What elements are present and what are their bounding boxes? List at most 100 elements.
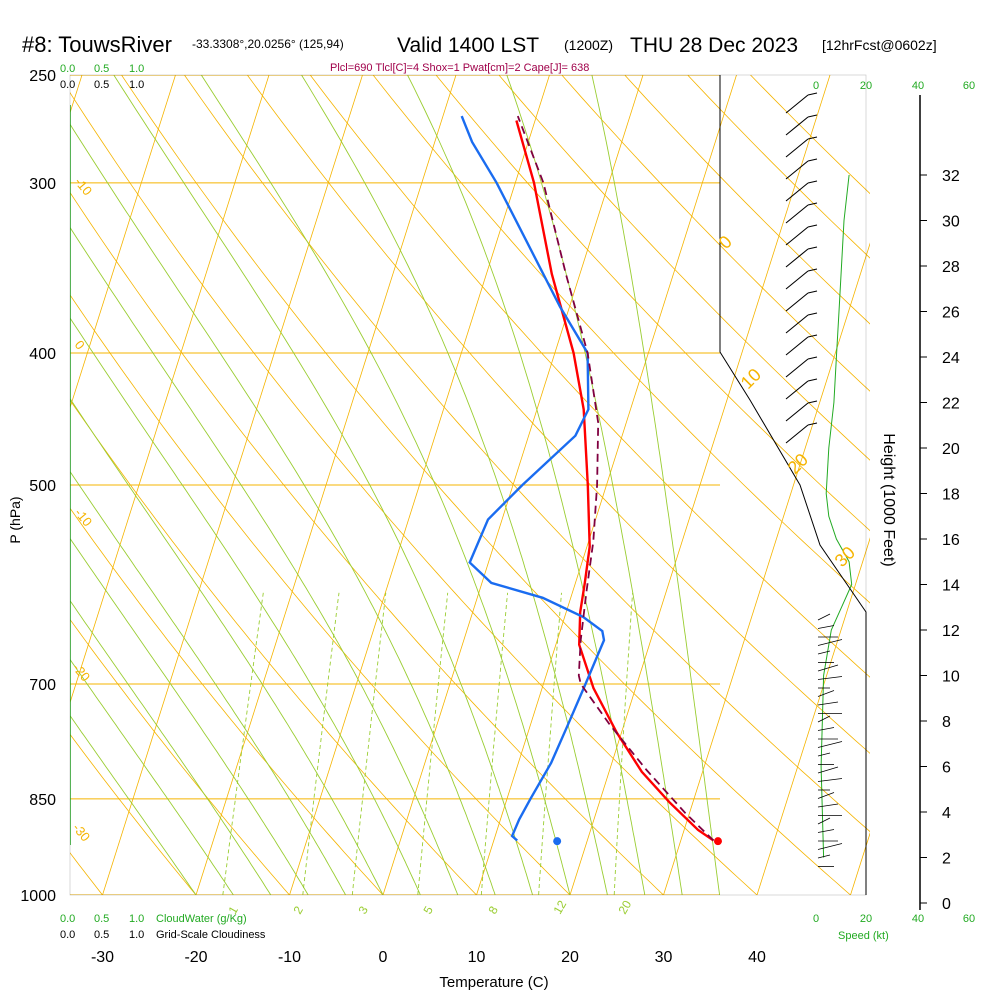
wind-barb (817, 766, 839, 774)
top-cloudiness-1: 0.5 (94, 79, 109, 91)
dry-adiabat (70, 191, 664, 895)
dry-adiabat (561, 75, 870, 392)
wind-barb (785, 422, 818, 444)
isotherm-line (70, 75, 176, 410)
isotherm-line (663, 242, 870, 895)
mixing-ratio-label: 2 (290, 903, 306, 916)
pressure-tick-label: 400 (29, 346, 56, 363)
moist-adiabat (70, 658, 234, 895)
wind-barb-shaft (785, 248, 809, 268)
station-title: #8: TouwsRiver (22, 32, 172, 57)
wind-barb (817, 778, 843, 782)
height-tick-label: 22 (942, 396, 960, 413)
wind-barb (785, 312, 818, 334)
moist-adiabat (70, 714, 197, 895)
moist-adiabat (70, 599, 272, 895)
wind-panel-boundary (719, 75, 867, 895)
wind-barb (785, 180, 818, 202)
dewpoint-line (460, 115, 606, 842)
grid-layer (70, 75, 870, 895)
wind-barb (817, 817, 831, 825)
top-cloudiness-0: 0.0 (60, 79, 75, 91)
dry-adiabat (246, 75, 870, 754)
wind-barb (785, 158, 818, 180)
wind-speed-profile (820, 174, 853, 858)
moist-adiabat (70, 397, 384, 895)
series-layer (460, 115, 722, 846)
wind-barb-flag (807, 246, 818, 250)
moist-adiabat (70, 123, 496, 895)
temperature-tick-label: 30 (655, 949, 673, 966)
top-cloudwater-2: 1.0 (129, 63, 144, 75)
height-tick-label: 2 (942, 851, 951, 868)
wind-barb (785, 400, 818, 422)
wind-barb-shaft (785, 204, 809, 224)
wind-speed-bottom-20: 20 (860, 913, 872, 925)
wind-barb-shaft (785, 270, 809, 290)
wind-barb-flag (807, 400, 818, 404)
wind-barb (817, 741, 843, 748)
mixing-ratio-line (613, 592, 634, 895)
wind-speed-axis: 0 20 40 60 0 20 40 60 Speed (kt) (813, 80, 975, 942)
bottom-cloudwater-2: 1.0 (129, 913, 144, 925)
wind-barb-flag (807, 334, 818, 338)
pressure-tick-label: 1000 (20, 888, 56, 905)
wind-speed-top-20: 20 (860, 80, 872, 92)
wind-barb (785, 356, 818, 378)
wind-barb-shaft (785, 226, 809, 246)
wind-barb (785, 378, 818, 400)
wind-speed-top-0: 0 (813, 80, 819, 92)
temperature-tick-label: 0 (379, 949, 388, 966)
dry-adiabat-label: -10 (72, 174, 96, 198)
wind-barb (817, 650, 831, 655)
wind-speed-bottom-60: 60 (963, 913, 975, 925)
valid-time: Valid 1400 LST (397, 34, 539, 57)
bottom-cloudiness-0: 0.0 (60, 929, 75, 941)
wind-barb-flag (807, 356, 818, 360)
height-tick-label: 18 (942, 487, 960, 504)
mixing-ratio-line (480, 592, 509, 895)
bottom-cloudwater-label: CloudWater (g/Kg) (156, 913, 247, 925)
station-coords: -33.3308°,20.0256° (125,94) (192, 37, 344, 51)
mixing-ratio-label: 20 (615, 898, 634, 917)
mixing-ratio-line (417, 592, 449, 895)
moist-adiabat (407, 75, 646, 895)
wind-barb-flag (807, 114, 818, 118)
dry-adiabat-label: -30 (70, 820, 94, 844)
bottom-cloudiness-2: 1.0 (129, 929, 144, 941)
mixing-ratio-line (538, 592, 562, 895)
bottom-cloudwater-1: 0.5 (94, 913, 109, 925)
dry-adiabat (750, 75, 870, 195)
moist-adiabat (113, 75, 534, 895)
height-tick-label: 8 (942, 714, 951, 731)
wind-barb (785, 114, 818, 136)
height-tick-label: 28 (942, 259, 960, 276)
plot-frame (69, 74, 867, 896)
bottom-cloudiness-label: Grid-Scale Cloudiness (156, 929, 266, 941)
wind-barb (817, 613, 831, 621)
wind-barb-shaft (785, 160, 809, 180)
wind-barb-shaft (785, 336, 809, 356)
temperature-tick-label: -20 (184, 949, 207, 966)
height-tick-label: 6 (942, 760, 951, 777)
wind-barb (785, 224, 818, 246)
mixing-ratio-line (222, 592, 264, 895)
temperature-tick-label: 20 (561, 949, 579, 966)
wind-barb-shaft (785, 116, 809, 136)
wind-speed-bottom-0: 0 (813, 913, 819, 925)
dry-adiabat-label: -10 (72, 505, 96, 529)
wind-barb (817, 843, 843, 850)
wind-barb-flag (807, 224, 818, 228)
top-cloudiness-2: 1.0 (129, 79, 144, 91)
pressure-tick-label: 300 (29, 176, 56, 193)
wind-barb (785, 92, 818, 114)
forecast-info: [12hrFcst@0602z] (822, 37, 937, 53)
dry-adiabat (498, 75, 870, 461)
height-tick-label: 0 (942, 896, 951, 913)
wind-barb (785, 268, 818, 290)
isotherm-line (850, 832, 870, 895)
wind-barb (817, 727, 835, 731)
top-cloudwater-0: 0.0 (60, 63, 75, 75)
